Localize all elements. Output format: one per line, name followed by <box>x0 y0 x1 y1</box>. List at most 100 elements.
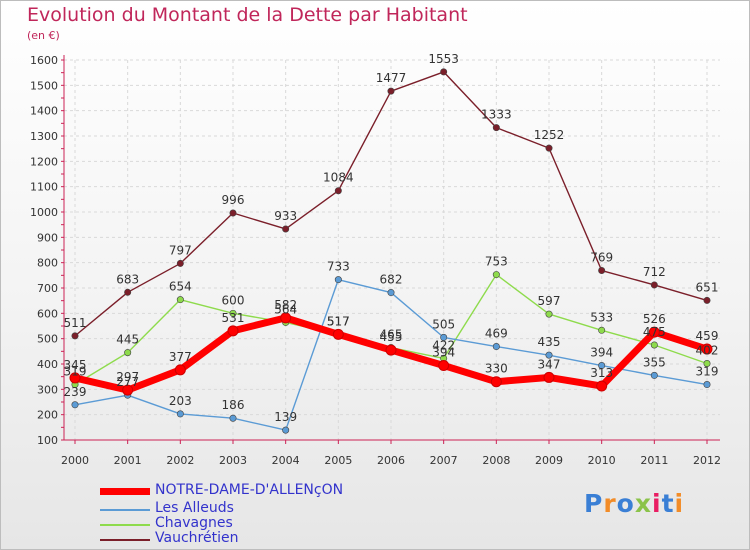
data-point <box>492 124 500 132</box>
data-label: 1553 <box>428 52 459 66</box>
y-tick-label: 300 <box>37 383 58 396</box>
data-label: 753 <box>485 255 508 269</box>
x-tick-label: 2011 <box>640 454 668 467</box>
data-point <box>545 144 553 152</box>
data-label: 319 <box>64 365 87 379</box>
data-point <box>545 310 553 318</box>
data-label: 996 <box>222 193 245 207</box>
data-label: 394 <box>432 346 455 360</box>
y-tick-label: 1000 <box>30 206 58 219</box>
x-tick-label: 2010 <box>588 454 616 467</box>
data-point <box>492 343 500 351</box>
data-point <box>282 426 290 434</box>
data-point <box>176 259 184 267</box>
data-point <box>176 296 184 304</box>
legend-label: Chavagnes <box>155 515 233 531</box>
data-point <box>440 68 448 76</box>
x-tick-label: 2012 <box>693 454 721 467</box>
data-label: 297 <box>116 370 139 384</box>
y-tick-label: 500 <box>37 333 58 346</box>
y-tick-label: 1400 <box>30 105 58 118</box>
x-tick-label: 2007 <box>430 454 458 467</box>
data-point <box>124 349 132 357</box>
legend-swatch <box>100 524 150 526</box>
data-point <box>385 344 397 356</box>
data-point <box>596 380 608 392</box>
y-tick-label: 1100 <box>30 181 58 194</box>
data-label: 1252 <box>534 128 565 142</box>
legend-swatch <box>100 539 150 541</box>
grid <box>64 59 720 441</box>
legend-swatch <box>100 488 150 495</box>
data-point <box>440 333 448 341</box>
data-point <box>282 225 290 233</box>
logo-letter: i <box>652 489 662 518</box>
data-label: 402 <box>696 343 719 357</box>
logo-letter: i <box>674 489 685 518</box>
data-label: 347 <box>538 357 561 371</box>
data-point <box>280 312 292 324</box>
data-label: 651 <box>696 280 719 294</box>
data-label: 600 <box>222 293 245 307</box>
data-label: 1477 <box>376 71 407 85</box>
data-point <box>703 359 711 367</box>
axes: 100 200 300 400 500 600 700 800 900 1000 1100 1200 1… <box>30 54 721 467</box>
data-label: 445 <box>116 333 139 347</box>
data-label: 345 <box>64 358 87 372</box>
legend-label: Vauchrétien <box>155 530 239 546</box>
x-tick-label: 2002 <box>166 454 194 467</box>
data-label: 186 <box>222 398 245 412</box>
x-tick-label: 2001 <box>114 454 142 467</box>
data-label: 733 <box>327 260 350 274</box>
data-label: 683 <box>116 272 139 286</box>
data-point <box>332 328 344 340</box>
y-tick-label: 700 <box>37 282 58 295</box>
data-point <box>650 281 658 289</box>
y-tick-label: 100 <box>37 434 58 447</box>
data-point <box>543 371 555 383</box>
data-label: 469 <box>485 327 508 341</box>
data-label: 597 <box>538 294 561 308</box>
data-label: 139 <box>274 410 297 424</box>
series-layer <box>69 68 713 434</box>
chart-subtitle: (en €) <box>27 29 60 42</box>
data-point <box>492 271 500 279</box>
data-label: 531 <box>222 311 245 325</box>
y-tick-label: 900 <box>37 231 58 244</box>
data-label: 797 <box>169 243 192 257</box>
data-point <box>703 296 711 304</box>
data-label: 769 <box>590 251 613 265</box>
data-point <box>71 332 79 340</box>
legend-label: NOTRE-DAME-D'ALLENçON <box>155 482 344 498</box>
data-point <box>176 410 184 418</box>
data-label: 475 <box>643 325 666 339</box>
data-point <box>122 384 134 396</box>
data-label: 582 <box>274 298 297 312</box>
y-tick-label: 800 <box>37 257 58 270</box>
data-label: 422 <box>432 338 455 352</box>
data-label: 459 <box>696 329 719 343</box>
data-label: 1084 <box>323 171 354 185</box>
data-label: 435 <box>538 335 561 349</box>
data-label: 517 <box>327 314 350 328</box>
y-tick-label: 1300 <box>30 130 58 143</box>
data-label: 654 <box>169 280 192 294</box>
data-point <box>174 364 186 376</box>
logo-letter: x <box>634 489 652 518</box>
x-tick-label: 2004 <box>272 454 300 467</box>
data-label: 712 <box>643 265 666 279</box>
y-tick-label: 400 <box>37 358 58 371</box>
x-tick-label: 2006 <box>377 454 405 467</box>
y-tick-label: 200 <box>37 409 58 422</box>
legend-label: Les Alleuds <box>155 500 234 516</box>
data-label: 505 <box>432 317 455 331</box>
y-tick-label: 1500 <box>30 79 58 92</box>
chart-title: Evolution du Montant de la Dette par Hab… <box>27 4 468 26</box>
proxiti-logo: Proxiti <box>584 489 684 518</box>
data-point <box>703 381 711 389</box>
data-point <box>545 351 553 359</box>
data-point <box>438 360 450 372</box>
data-label: 526 <box>643 312 666 326</box>
